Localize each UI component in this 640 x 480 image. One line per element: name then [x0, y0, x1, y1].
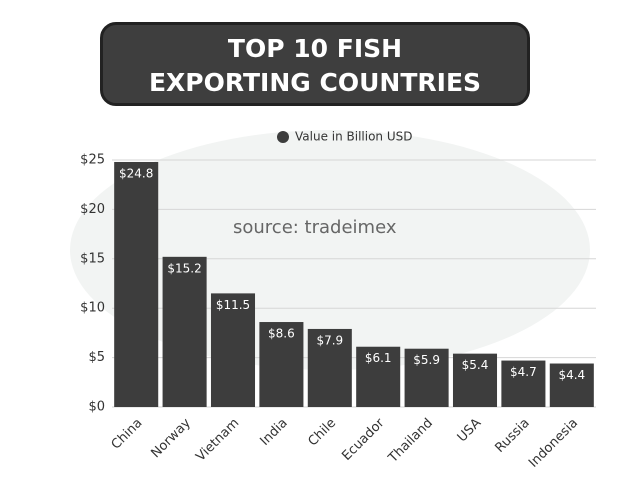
value-label: $5.9 — [413, 353, 440, 367]
value-label: $8.6 — [268, 327, 295, 341]
bar — [501, 360, 546, 407]
bar — [307, 328, 352, 407]
legend-marker — [277, 131, 289, 143]
y-tick-label: $0 — [88, 400, 105, 415]
value-label: $4.4 — [558, 368, 585, 382]
x-tick-label: Chile — [305, 416, 339, 450]
y-tick-label: $15 — [80, 251, 105, 266]
value-label: $5.4 — [462, 358, 489, 372]
chart-title: TOP 10 FISH EXPORTING COUNTRIES IN 2024 — [100, 22, 530, 131]
x-tick-label: USA — [455, 416, 485, 446]
x-tick-label: Russia — [493, 416, 533, 456]
bar — [404, 348, 449, 407]
value-label: $11.5 — [216, 298, 250, 312]
bar — [162, 256, 207, 407]
x-tick-label: India — [258, 416, 291, 449]
bar — [114, 161, 159, 407]
bar — [210, 293, 256, 407]
y-tick-label: $10 — [80, 301, 105, 316]
x-tick-label: Vietnam — [193, 416, 242, 465]
bar — [356, 346, 401, 407]
value-label: $24.8 — [119, 166, 153, 180]
value-label: $15.2 — [167, 261, 201, 275]
bar — [549, 363, 594, 407]
value-label: $6.1 — [365, 351, 392, 365]
x-tick-label: China — [109, 416, 146, 453]
legend-label: Value in Billion USD — [295, 130, 413, 144]
y-tick-label: $20 — [80, 202, 105, 217]
bar — [452, 353, 498, 407]
value-label: $7.9 — [316, 333, 343, 347]
x-tick-label: Norway — [148, 415, 194, 461]
value-label: $4.7 — [510, 365, 537, 379]
bar — [259, 322, 304, 407]
y-tick-label: $5 — [88, 350, 105, 365]
annotation: source: tradeimex — [233, 217, 397, 238]
y-tick-label: $25 — [80, 153, 105, 168]
x-tick-label: Indonesia — [526, 416, 581, 471]
x-tick-label: Thailand — [385, 416, 436, 467]
x-tick-label: Ecuador — [339, 415, 388, 464]
